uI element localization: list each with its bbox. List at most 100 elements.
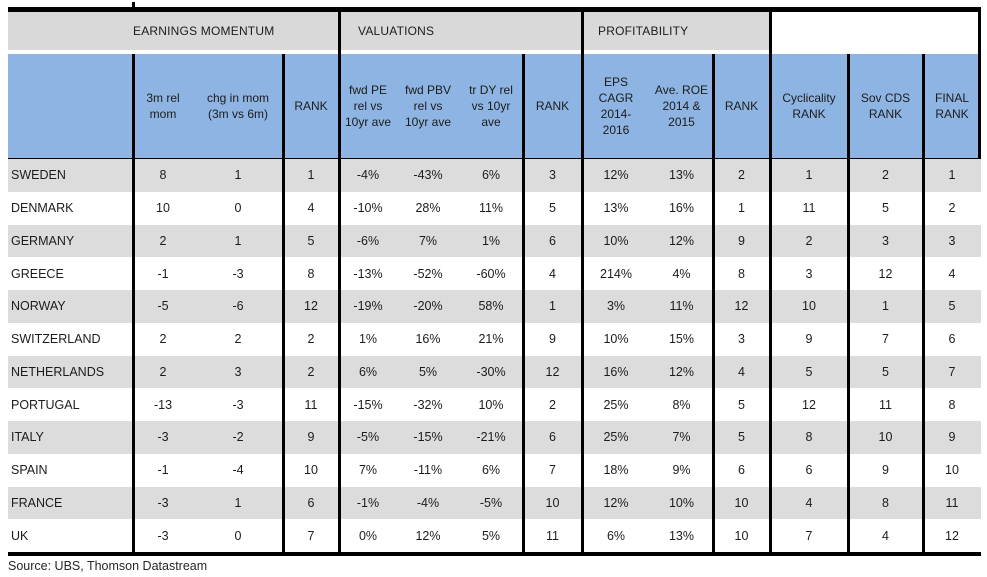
cell-value: -15% [353, 397, 383, 412]
col-header-cyclicality-rank: Cyclicality RANK [782, 91, 836, 121]
cell-value: -3 [232, 397, 244, 412]
section-header-earnings-momentum: EARNINGS MOMENTUM [133, 24, 275, 38]
cell-value: 0 [234, 201, 242, 216]
cell-value: 12 [545, 364, 560, 379]
cell-value: 11% [669, 299, 694, 314]
cell-value: -4% [356, 168, 380, 183]
table-row: NORWAY -5 -6 12 -19% -20% 58% 1 3% 11% 12 10 1 5 [8, 290, 981, 323]
cell-value: 4 [549, 266, 556, 281]
cell-value: 2 [738, 168, 745, 183]
country-label: GREECE [11, 266, 64, 281]
cell-value: 6 [805, 463, 813, 478]
cell-value: -32% [413, 397, 443, 412]
cell-value: -6 [232, 299, 244, 314]
cell-value: -4 [232, 463, 244, 478]
cell-value: 28% [415, 201, 441, 216]
cell-value: -60% [476, 266, 506, 281]
cell-value: 11 [879, 397, 892, 412]
cell-value: 3 [738, 332, 745, 347]
cell-value: 8 [159, 168, 167, 183]
cell-value: 5 [738, 430, 745, 445]
col-header-fwd-pe: fwd PE rel vs 10yr ave [344, 83, 392, 129]
table-row: SWITZERLAND 2 2 2 1% 16% 21% 9 10% 15% 3 9 7 6 [8, 323, 981, 356]
cell-value: 7 [805, 528, 813, 543]
cell-value: 1 [948, 168, 956, 183]
table-row: UK -3 0 7 0% 12% 5% 11 6% 13% 10 7 4 12 [8, 519, 981, 552]
cell-value: 5 [549, 201, 556, 216]
cell-value: -5% [356, 430, 380, 445]
cell-value: 3 [234, 364, 242, 379]
cell-value: 2 [948, 201, 956, 216]
cell-value: 6 [549, 430, 556, 445]
cell-value: -3 [157, 528, 169, 543]
grid-line-vertical-section [768, 7, 772, 552]
cell-value: 2 [234, 332, 242, 347]
cell-value: 1 [234, 168, 242, 183]
table-row: GREECE -1 -3 8 -13% -52% -60% 4 214% 4% 8 3 12 4 [8, 257, 981, 290]
table-row: ITALY -3 -2 9 -5% -15% -21% 6 25% 7% 5 8 10 9 [8, 421, 981, 454]
cell-value: 5 [882, 364, 889, 379]
cell-value: 5 [882, 201, 889, 216]
cell-value: -11% [413, 463, 443, 478]
grid-line-vertical [711, 54, 715, 552]
cell-value: 2 [882, 168, 889, 183]
cell-value: -30% [476, 364, 506, 379]
table-row: DENMARK 10 0 4 -10% 28% 11% 5 13% 16% 1 11 5 2 [8, 192, 981, 225]
cell-value: 12% [668, 233, 695, 248]
cell-value: 9% [672, 463, 691, 478]
cell-value: 4 [882, 528, 889, 543]
col-header-tr-dy: tr DY rel vs 10yr ave [469, 83, 513, 129]
cell-value: 1 [805, 168, 813, 183]
col-header-valuations-rank: RANK [535, 99, 570, 113]
cell-value: 5 [805, 364, 813, 379]
cell-value: 8 [805, 430, 813, 445]
cell-value: 10 [545, 495, 560, 510]
cell-value: 12 [304, 299, 318, 314]
col-header-eps-cagr: EPS CAGR 2014- 2016 [598, 75, 634, 137]
country-label: GERMANY [11, 233, 75, 248]
cell-value: 21% [478, 332, 504, 347]
country-label: UK [11, 528, 29, 543]
cell-value: 4 [738, 364, 745, 379]
grid-line-vertical [281, 54, 285, 552]
country-label: FRANCE [11, 495, 63, 510]
cell-value: 11 [802, 201, 816, 216]
grid-line-vertical-right-edge [978, 7, 981, 158]
cell-value: 1 [549, 299, 556, 314]
cell-value: 8 [948, 397, 956, 412]
cell-value: 1 [307, 168, 315, 183]
cell-value: 8 [307, 266, 315, 281]
cell-value: 9 [805, 332, 813, 347]
cell-value: -5% [479, 495, 503, 510]
cell-value: 4 [948, 266, 956, 281]
cell-value: -1 [157, 463, 169, 478]
cell-value: 1 [234, 495, 242, 510]
col-header-earnings-rank: RANK [294, 99, 328, 113]
section-header-valuations: VALUATIONS [358, 24, 435, 38]
cell-value: 0 [234, 528, 242, 543]
cell-value: 9 [738, 233, 745, 248]
cell-value: -19% [353, 299, 383, 314]
cell-value: 8 [738, 266, 745, 281]
cell-value: -1% [356, 495, 380, 510]
cell-value: 1% [481, 233, 501, 248]
country-label: ITALY [11, 430, 44, 445]
country-ranking-table: EARNINGS MOMENTUM VALUATIONS PROFITABILI… [8, 2, 981, 556]
grid-line-vertical-section [580, 7, 584, 552]
col-header-fwd-pbv: fwd PBV rel vs 10yr ave [404, 83, 452, 129]
cell-value: 12 [734, 299, 749, 314]
country-label: SWITZERLAND [11, 332, 101, 347]
table-row: GERMANY 2 1 5 -6% 7% 1% 6 10% 12% 9 2 3 3 [8, 224, 981, 258]
cell-value: 1 [882, 299, 889, 314]
table-row: PORTUGAL -13 -3 11 -15% -32% 10% 2 25% 8% 5 12 11 8 [8, 388, 981, 421]
cell-value: -15% [413, 430, 443, 445]
col-header-profitability-rank: RANK [724, 99, 759, 113]
cell-value: 12 [878, 266, 893, 281]
cell-value: -6% [356, 233, 380, 248]
cell-value: 16% [668, 201, 695, 216]
cell-value: -5 [157, 299, 169, 314]
table-row: SWEDEN 8 1 1 -4% -43% 6% 3 12% 13% 2 1 2 1 [8, 159, 981, 192]
cell-value: 6% [481, 463, 501, 478]
table-row: SPAIN -1 -4 10 7% -11% 6% 7 18% 9% 6 6 9 10 [8, 454, 981, 487]
